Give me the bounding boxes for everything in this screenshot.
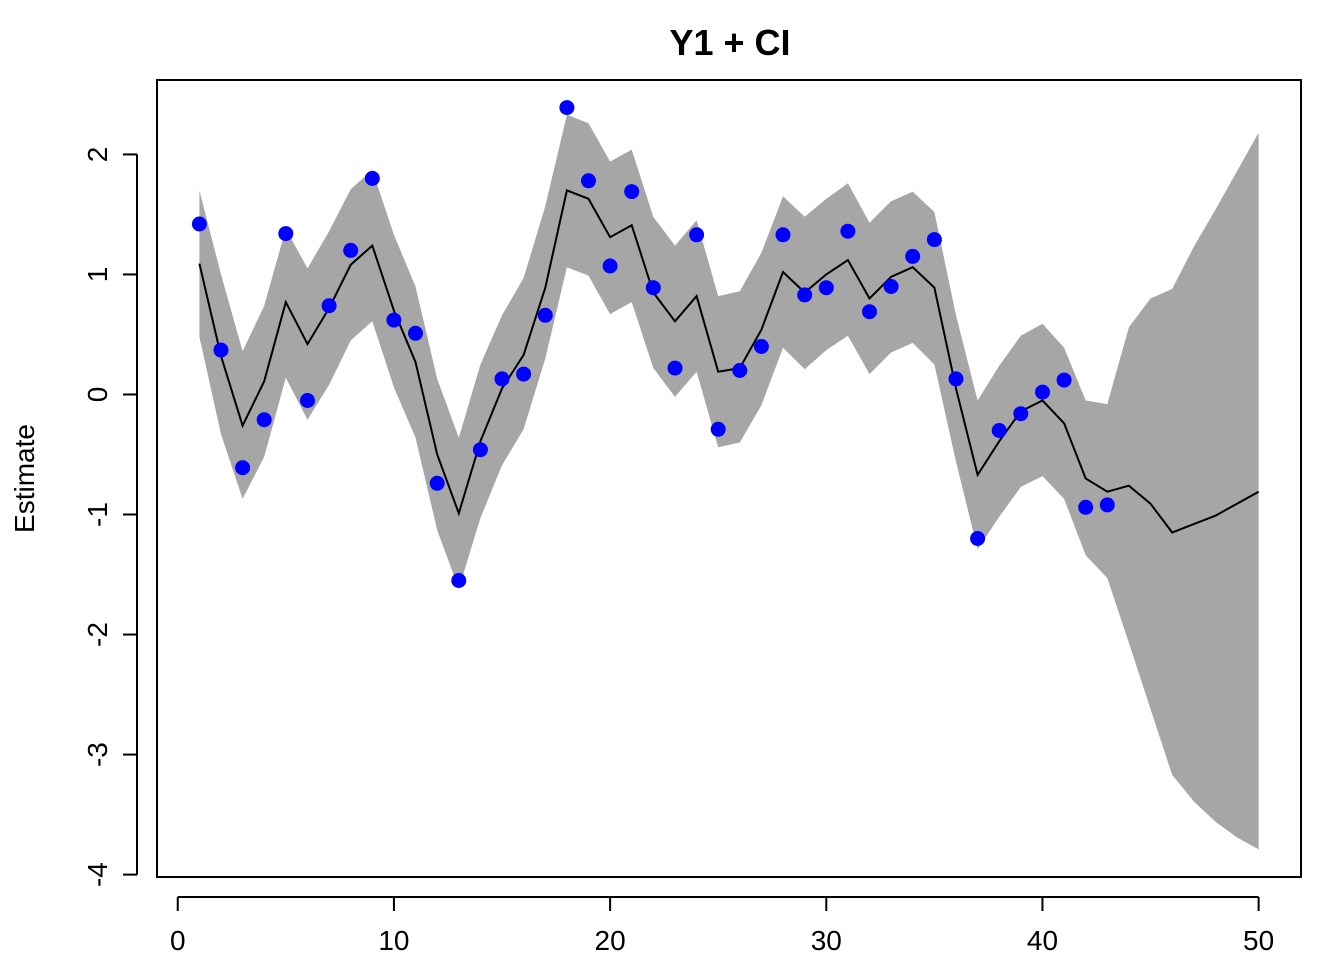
data-point [862,304,877,320]
data-point [991,423,1007,438]
data-point [926,232,942,248]
data-point [797,287,813,303]
data-point [278,226,294,242]
data-point [494,371,510,387]
data-point [667,360,683,376]
data-point [559,100,575,116]
y-tick-label: -1 [82,502,113,527]
data-point [235,460,251,476]
x-tick-label: 10 [378,925,409,956]
y-tick-label: -3 [82,742,113,767]
x-tick-label: 40 [1027,925,1058,956]
data-point [300,393,315,408]
data-point [710,421,726,437]
data-point [429,475,445,491]
chart-title: Y1 + CI [669,22,790,63]
data-point [537,307,553,323]
y-axis: -4 -3 -2 -1 0 1 2 [82,147,138,887]
plot-area [191,100,1260,850]
x-tick-label: 30 [811,925,842,956]
data-point [581,173,596,189]
x-axis: 0 10 20 30 40 50 [170,896,1274,956]
data-point [343,242,359,258]
data-point [1078,499,1094,515]
data-point [1056,372,1072,388]
observed-points [191,100,1115,588]
data-point [191,216,207,232]
x-tick-label: 20 [595,925,626,956]
plot-frame [156,79,1302,878]
data-point [818,280,834,296]
data-point [213,342,229,358]
y-tick-label: -2 [82,622,113,647]
y-tick-label: 2 [82,147,113,163]
confidence-interval-band [199,114,1259,850]
data-point [732,363,748,378]
data-point [948,371,964,387]
data-point [775,227,791,243]
data-point [364,170,380,186]
data-point [1013,406,1029,422]
y-tick-label: -4 [82,862,113,887]
data-point [1099,497,1115,513]
data-point [256,412,272,428]
y-tick-label: 1 [82,267,113,283]
data-point [516,366,532,382]
data-point [840,223,856,239]
y-axis-label: Estimate [9,424,40,533]
data-point [1035,384,1050,400]
data-point [689,227,705,243]
x-tick-label: 0 [170,925,186,956]
estimate-line [198,189,1260,534]
data-point [905,248,921,264]
data-point [408,325,423,341]
x-tick-label: 50 [1243,925,1274,956]
data-point [602,258,618,274]
data-point [386,312,402,328]
data-point [883,279,899,294]
data-point [321,298,337,314]
data-point [753,339,769,354]
data-point [645,280,661,296]
y-tick-label: 0 [82,387,113,403]
data-point [451,573,467,588]
data-point [624,184,640,200]
data-point [472,442,488,458]
data-point [970,531,986,546]
